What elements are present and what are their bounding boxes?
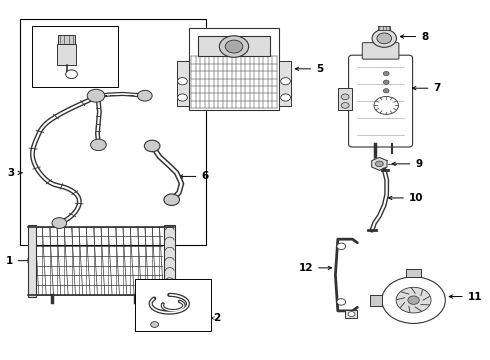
Text: 11: 11 — [467, 292, 482, 302]
Bar — [176, 61, 189, 107]
Bar — [345, 310, 357, 318]
Text: 3: 3 — [7, 168, 14, 178]
Circle shape — [145, 140, 160, 152]
Text: 6: 6 — [201, 171, 208, 181]
Bar — [378, 26, 390, 31]
Text: 9: 9 — [415, 159, 422, 169]
Circle shape — [396, 287, 431, 313]
Circle shape — [91, 139, 106, 150]
Circle shape — [341, 103, 349, 108]
Bar — [164, 225, 175, 297]
Circle shape — [383, 89, 389, 93]
Bar — [406, 269, 421, 277]
Bar — [58, 35, 75, 44]
Circle shape — [220, 36, 248, 57]
Circle shape — [281, 78, 291, 85]
Circle shape — [348, 312, 355, 317]
Circle shape — [383, 80, 389, 84]
FancyBboxPatch shape — [362, 42, 399, 59]
Circle shape — [164, 194, 179, 206]
Circle shape — [375, 161, 383, 167]
Circle shape — [337, 299, 345, 305]
Circle shape — [52, 218, 67, 228]
Circle shape — [374, 96, 398, 114]
Text: 2: 2 — [213, 313, 220, 323]
Circle shape — [151, 321, 159, 327]
Bar — [135, 279, 211, 330]
Text: 12: 12 — [299, 263, 314, 273]
Text: 4: 4 — [49, 42, 57, 52]
Circle shape — [383, 71, 389, 76]
Text: 5: 5 — [316, 64, 323, 74]
Text: 7: 7 — [433, 83, 441, 93]
Circle shape — [341, 94, 349, 100]
Text: 10: 10 — [409, 193, 423, 203]
Circle shape — [225, 40, 243, 53]
Circle shape — [382, 277, 445, 323]
Text: 1: 1 — [6, 256, 13, 266]
Circle shape — [281, 94, 291, 101]
Circle shape — [337, 243, 345, 249]
Circle shape — [177, 78, 187, 85]
Circle shape — [408, 296, 419, 304]
Bar — [338, 88, 352, 110]
Bar — [279, 61, 292, 107]
Circle shape — [372, 30, 396, 47]
Bar — [32, 26, 118, 87]
FancyBboxPatch shape — [348, 55, 413, 147]
Bar — [369, 295, 382, 306]
Circle shape — [138, 90, 152, 101]
Polygon shape — [372, 157, 387, 170]
Bar — [57, 44, 76, 65]
Bar — [198, 36, 270, 57]
Bar — [27, 225, 36, 297]
Circle shape — [177, 94, 187, 101]
Bar — [189, 28, 279, 110]
Circle shape — [377, 33, 392, 44]
Bar — [20, 19, 206, 244]
Circle shape — [87, 89, 105, 102]
Text: 8: 8 — [421, 32, 428, 41]
Circle shape — [66, 70, 77, 78]
